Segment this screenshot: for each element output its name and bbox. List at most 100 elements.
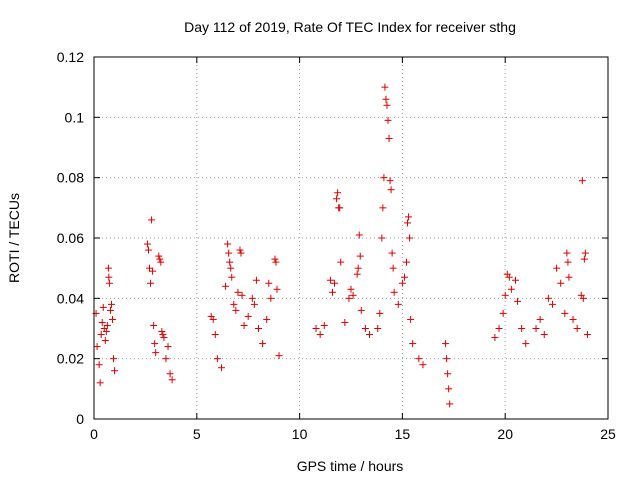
data-point: [583, 331, 591, 339]
data-point: [378, 234, 386, 242]
data-point: [157, 258, 165, 266]
data-point: [405, 213, 413, 221]
data-point: [403, 258, 411, 266]
data-point: [334, 189, 342, 197]
data-point: [272, 258, 280, 266]
data-point: [250, 300, 258, 308]
data-point: [152, 349, 160, 357]
data-point: [579, 294, 587, 302]
data-point: [382, 95, 390, 103]
data-point: [316, 331, 324, 339]
data-point: [501, 291, 509, 299]
data-point: [376, 309, 384, 317]
data-point: [578, 177, 586, 185]
data-point: [499, 309, 507, 317]
data-point: [160, 334, 168, 342]
data-point: [331, 279, 339, 287]
data-point: [105, 273, 113, 281]
data-point: [273, 285, 281, 293]
data-point: [99, 303, 107, 311]
data-point: [104, 264, 112, 272]
data-point: [419, 361, 427, 369]
data-point: [518, 325, 526, 332]
y-tick-label: 0.06: [57, 230, 84, 246]
y-tick-label: 0.02: [57, 351, 84, 367]
data-point: [103, 321, 111, 329]
data-point: [312, 325, 320, 332]
y-tick-label: 0.1: [65, 109, 85, 125]
data-point: [259, 340, 267, 348]
data-point: [149, 267, 157, 275]
data-point: [540, 331, 548, 339]
grid-lines: [94, 57, 608, 419]
data-point: [159, 331, 167, 339]
data-point: [151, 340, 159, 348]
data-point: [353, 270, 361, 278]
data-point: [505, 273, 513, 281]
data-point: [240, 321, 248, 329]
data-point: [164, 343, 172, 351]
data-point: [271, 255, 279, 263]
data-point: [336, 204, 344, 212]
data-point: [168, 376, 176, 384]
data-point: [111, 367, 119, 375]
data-point: [386, 177, 394, 185]
data-point: [228, 273, 236, 281]
data-point: [211, 331, 219, 339]
data-point: [381, 83, 389, 91]
data-point: [236, 246, 244, 254]
data-point: [380, 174, 388, 182]
data-point: [263, 315, 271, 323]
y-tick-label: 0.04: [57, 290, 84, 306]
x-tick-label: 5: [193, 426, 201, 442]
data-point: [406, 234, 414, 242]
data-point: [563, 249, 571, 257]
data-point: [146, 264, 154, 272]
data-point: [415, 355, 423, 363]
data-point: [213, 355, 221, 363]
data-point: [162, 355, 170, 363]
data-point: [148, 216, 156, 224]
data-point: [398, 279, 406, 287]
data-point: [446, 400, 454, 408]
data-point: [96, 379, 104, 387]
data-point: [553, 264, 561, 272]
x-tick-label: 25: [600, 426, 616, 442]
data-point: [443, 355, 451, 363]
y-tick-label: 0: [76, 411, 84, 427]
data-point: [374, 325, 382, 332]
data-point: [361, 325, 369, 332]
data-point: [383, 101, 391, 109]
data-point: [442, 340, 450, 348]
data-point: [252, 276, 260, 284]
data-point: [333, 195, 341, 203]
data-point: [580, 255, 588, 263]
data-point: [511, 276, 519, 284]
data-point: [254, 325, 262, 332]
data-point: [109, 315, 117, 323]
data-point: [275, 352, 283, 360]
data-point: [227, 264, 235, 272]
data-point: [265, 279, 273, 287]
data-point: [107, 300, 115, 308]
data-point: [345, 294, 353, 302]
data-point: [389, 264, 397, 272]
data-point: [379, 204, 387, 212]
data-point: [156, 255, 164, 263]
data-point: [234, 288, 242, 296]
data-point: [328, 288, 336, 296]
data-point: [158, 328, 166, 336]
y-axis-label: ROTI / TECUs: [6, 193, 22, 283]
data-point: [544, 294, 552, 302]
data-point: [224, 240, 232, 248]
data-point: [400, 273, 408, 281]
data-points: [92, 83, 591, 408]
y-tick-label: 0.12: [57, 49, 84, 65]
data-point: [337, 258, 345, 266]
data-point: [143, 240, 151, 248]
data-point: [532, 325, 540, 332]
chart-title: Day 112 of 2019, Rate Of TEC Index for r…: [184, 19, 516, 35]
data-point: [230, 300, 238, 308]
data-point: [390, 288, 398, 296]
